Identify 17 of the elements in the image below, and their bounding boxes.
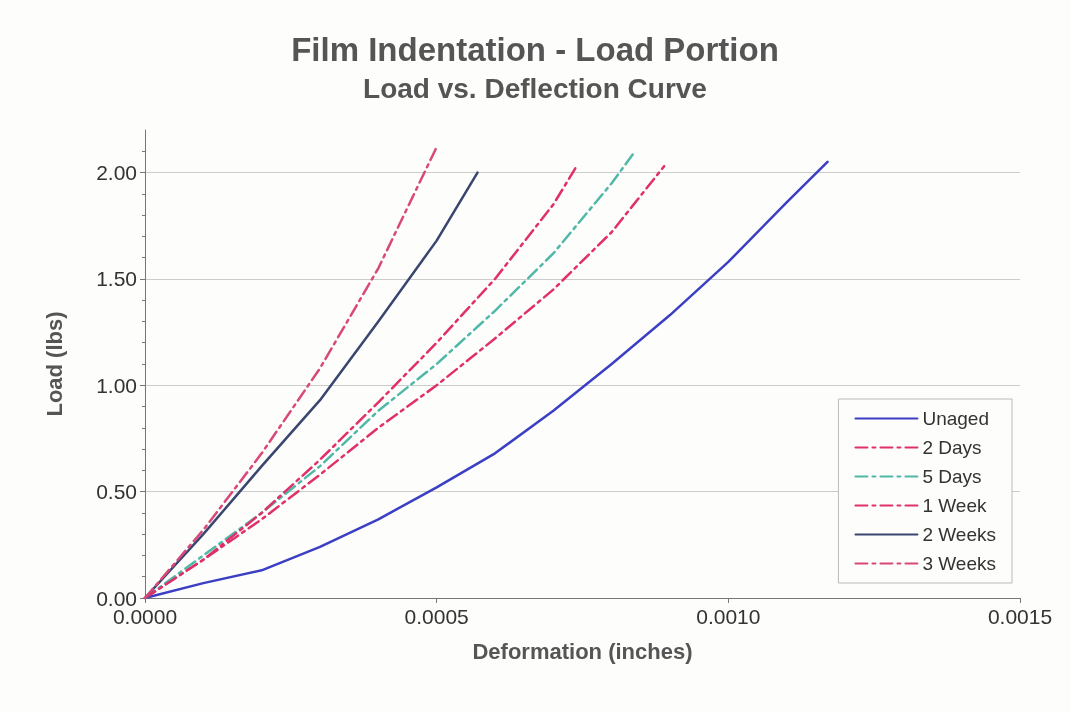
chart-title: Film Indentation - Load Portion (291, 31, 779, 68)
y-tick-label: 0.50 (96, 480, 137, 504)
x-tick-label: 0.0015 (987, 605, 1053, 628)
legend-label: 2 Weeks (922, 524, 997, 545)
legend-label: 3 Weeks (922, 553, 997, 574)
y-tick-label: 2.00 (96, 161, 137, 185)
y-axis-title: Load (lbs) (41, 311, 67, 417)
legend-label: 2 Days (922, 437, 982, 458)
x-tick-label: 0.0005 (404, 605, 469, 628)
x-tick-label: 0.0010 (696, 605, 761, 628)
x-axis-title: Deformation (inches) (472, 638, 693, 664)
legend-label: 5 Days (922, 466, 982, 487)
chart-subtitle: Load vs. Deflection Curve (363, 72, 707, 104)
legend-label: 1 Week (922, 495, 987, 516)
y-tick-label: 1.00 (96, 373, 137, 397)
y-tick-label: 1.50 (96, 267, 137, 291)
legend-label: Unaged (922, 408, 989, 429)
